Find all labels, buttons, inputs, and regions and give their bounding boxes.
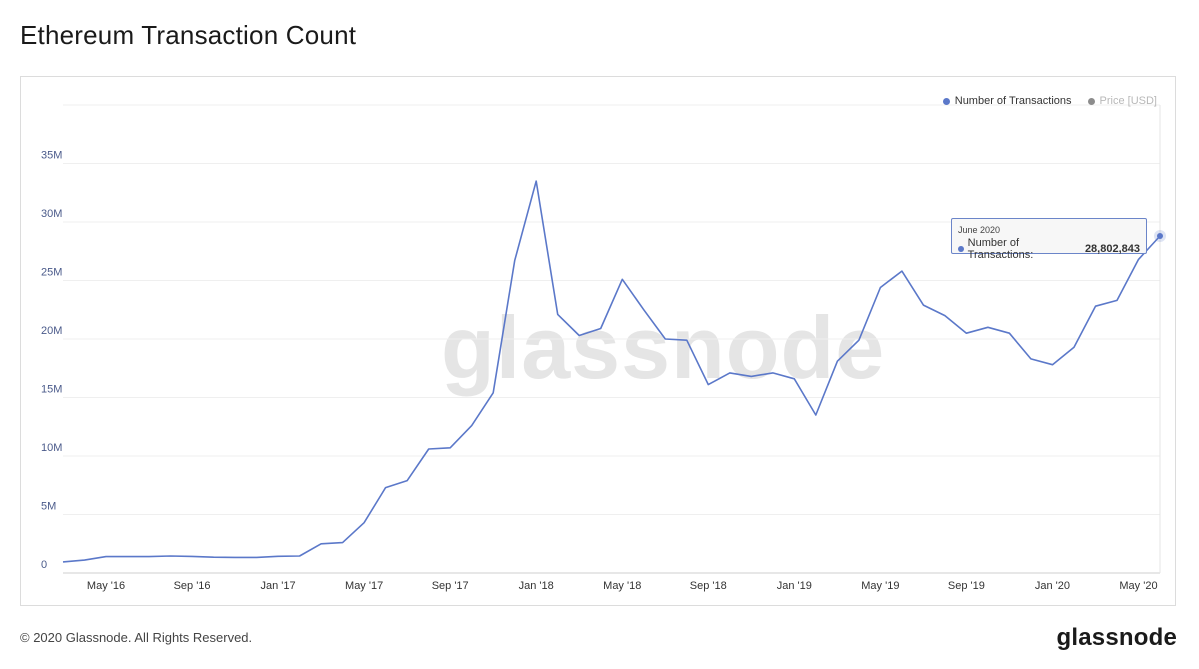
x-tick-label: May '20 — [1119, 580, 1157, 592]
y-tick-label: 25M — [41, 267, 62, 279]
legend-label: Number of Transactions — [954, 95, 1072, 107]
x-tick-label: May '19 — [861, 580, 899, 592]
tooltip-dot-icon — [958, 246, 964, 252]
y-tick-label: 15M — [41, 384, 62, 396]
chart-tooltip: June 2020 Number of Transactions: 28,802… — [951, 218, 1147, 261]
legend-label: Price [USD] — [1099, 95, 1157, 107]
x-tick-label: Sep '17 — [432, 580, 469, 592]
x-tick-label: Jan '18 — [519, 580, 554, 592]
x-tick-label: May '18 — [603, 580, 641, 592]
legend-dot-icon — [942, 97, 950, 105]
highlight-point — [1157, 233, 1163, 240]
x-tick-label: Sep '19 — [948, 580, 985, 592]
tooltip-date: June 2020 — [958, 225, 1001, 235]
page-title: Ethereum Transaction Count — [20, 20, 357, 50]
x-tick-label: Sep '16 — [174, 580, 211, 592]
x-tick-label: Jan '20 — [1035, 580, 1070, 592]
legend-item-price[interactable]: Price [USD] — [1087, 95, 1157, 107]
x-tick-label: Jan '19 — [777, 580, 812, 592]
copyright-footer: © 2020 Glassnode. All Rights Reserved. — [20, 630, 253, 645]
y-tick-label: 5M — [41, 501, 56, 513]
x-tick-label: May '17 — [345, 580, 383, 592]
legend-item-transactions[interactable]: Number of Transactions — [942, 95, 1072, 107]
watermark: glassnode — [441, 298, 886, 397]
x-tick-label: Sep '18 — [690, 580, 727, 592]
y-tick-label: 10M — [41, 442, 62, 454]
y-tick-label: 0 — [41, 559, 47, 571]
x-tick-label: May '16 — [87, 580, 125, 592]
line-chart[interactable]: 0 5M 10M 15M 20M 25M 30M 35M May '16 Sep '16 Jan '… — [21, 77, 1177, 607]
y-tick-label: 35M — [41, 150, 62, 162]
y-tick-label: 20M — [41, 325, 62, 337]
brand-logo: glassnode — [1056, 624, 1177, 651]
tooltip-row: Number of Transactions: 28,802,843 — [958, 237, 1140, 261]
chart-legend: Number of Transactions Price [USD] — [942, 95, 1157, 107]
series-line — [62, 180, 1161, 563]
tooltip-value: 28,802,843 — [1084, 243, 1140, 255]
y-tick-label: 30M — [41, 208, 62, 220]
legend-dot-icon — [1087, 97, 1095, 105]
x-tick-label: Jan '17 — [261, 580, 296, 592]
chart-panel: glassnode 0 5M 10M 15M 20M 25M 30M 35M May '16 Se… — [20, 76, 1176, 606]
tooltip-label: Number of Transactions: — [967, 237, 1034, 261]
